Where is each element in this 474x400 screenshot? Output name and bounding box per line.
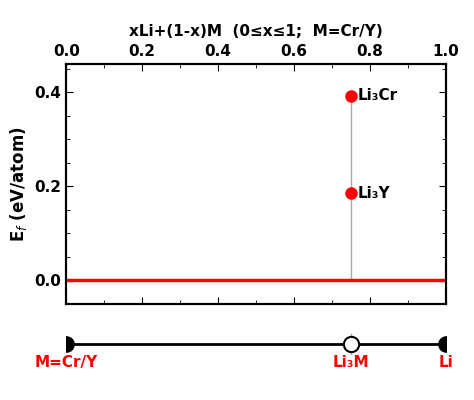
X-axis label: xLi+(1-x)M  (0≤x≤1;  M=Cr/Y): xLi+(1-x)M (0≤x≤1; M=Cr/Y) [129, 24, 383, 39]
Text: Li₃M: Li₃M [332, 355, 369, 370]
Text: Li: Li [438, 355, 453, 370]
Text: Li₃Y: Li₃Y [357, 186, 390, 201]
Text: Li₃Cr: Li₃Cr [357, 88, 398, 104]
Text: M=Cr/Y: M=Cr/Y [35, 355, 98, 370]
Y-axis label: E$_f$ (eV/atom): E$_f$ (eV/atom) [8, 126, 29, 242]
